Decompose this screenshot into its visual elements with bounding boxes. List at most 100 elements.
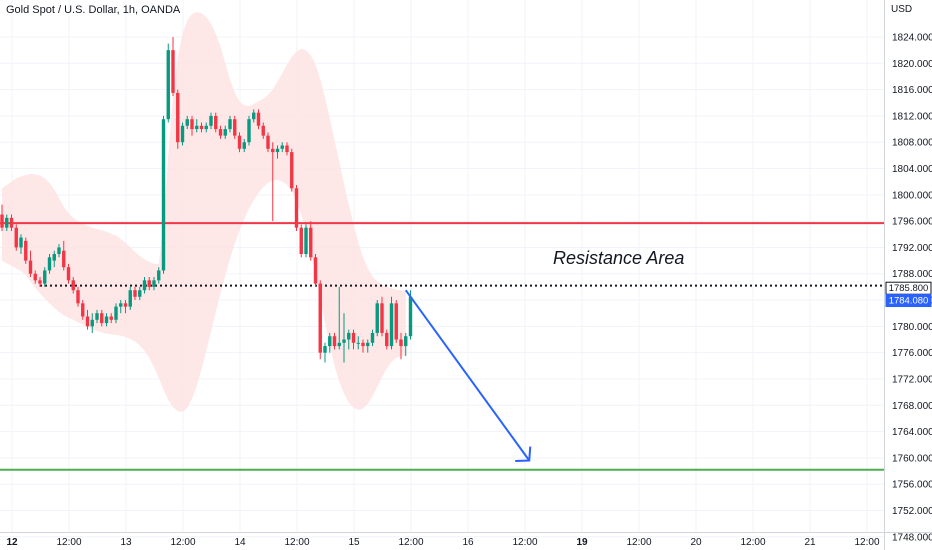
x-tick-label: 12 xyxy=(6,537,18,548)
x-tick-label: 21 xyxy=(804,537,816,548)
candle-body xyxy=(147,280,151,287)
candle-body xyxy=(318,283,322,353)
candle-body xyxy=(76,290,80,304)
candle-body xyxy=(180,125,185,143)
candle-body xyxy=(209,115,213,126)
arrow-head xyxy=(515,446,532,463)
candle-body xyxy=(366,342,370,347)
candle-body xyxy=(176,92,180,143)
x-tick-label: 12:00 xyxy=(170,537,195,548)
candle-body xyxy=(394,303,398,340)
candle-body xyxy=(138,290,142,297)
candle-body xyxy=(81,303,85,317)
x-tick-label: 12:00 xyxy=(398,537,423,548)
x-tick-label: 15 xyxy=(348,537,360,548)
candle-body xyxy=(385,332,389,347)
candle-body xyxy=(323,346,327,353)
candle-body xyxy=(114,306,118,320)
candle-body xyxy=(142,280,147,291)
y-tick-label: 1812.000 xyxy=(892,111,932,122)
y-tick-label: 1752.000 xyxy=(892,506,932,517)
candle-body xyxy=(275,148,280,153)
candle-body xyxy=(228,119,232,130)
y-tick-label: 1788.000 xyxy=(892,269,932,280)
price-label-text: 1785.800 xyxy=(889,283,929,294)
candle-body xyxy=(285,145,289,153)
candle-body xyxy=(332,336,337,347)
candle-body xyxy=(104,316,109,324)
candle-body xyxy=(57,247,61,255)
candle-body xyxy=(399,339,403,347)
candle-body xyxy=(294,188,299,228)
candle-body xyxy=(62,250,66,268)
candle-body xyxy=(185,119,189,126)
y-tick-label: 1800.000 xyxy=(892,190,932,201)
candle-body xyxy=(9,217,14,228)
bollinger-band xyxy=(2,12,406,412)
x-tick-label: 12:00 xyxy=(284,537,309,548)
candle-body xyxy=(152,280,156,287)
candle-body xyxy=(47,257,52,271)
x-tick-label: 13 xyxy=(120,537,132,548)
horizontal-lines xyxy=(0,222,884,471)
candle-body xyxy=(237,135,242,149)
candle-body xyxy=(247,119,251,143)
candle-body xyxy=(166,50,170,120)
candle-body xyxy=(19,237,23,248)
price-label-text: 1784.080 xyxy=(889,296,929,307)
candle-body xyxy=(52,254,56,261)
x-tick-label: 16 xyxy=(462,537,474,548)
candle-body xyxy=(299,227,303,255)
y-tick-label: 1748.000 xyxy=(892,532,932,543)
price-labels: 1785.800 1784.080 xyxy=(885,281,932,308)
candle-body xyxy=(328,336,332,347)
y-tick-label: 1808.000 xyxy=(892,138,932,149)
candle-body xyxy=(223,129,227,136)
candle-body xyxy=(266,135,270,149)
y-tick-label: 1760.000 xyxy=(892,453,932,464)
candle-body xyxy=(233,119,237,136)
candle-body xyxy=(24,240,28,261)
candle-body xyxy=(356,342,360,344)
candle-body xyxy=(190,119,194,130)
candle-body xyxy=(128,290,132,307)
candle-body xyxy=(309,227,313,258)
y-tick-label: 1816.000 xyxy=(892,85,932,96)
x-tick-label: 12:00 xyxy=(626,537,651,548)
candle-body xyxy=(33,273,37,281)
y-tick-label: 1756.000 xyxy=(892,480,932,491)
candle-body xyxy=(214,115,218,130)
candle-body xyxy=(71,280,75,291)
y-tick-label: 1820.000 xyxy=(892,59,932,70)
y-tick-label: 1792.000 xyxy=(892,243,932,254)
candle-body xyxy=(119,303,123,307)
candle-body xyxy=(157,270,161,281)
candle-body xyxy=(5,217,9,228)
x-axis-ticks: 12 12:00 13 12:00 14 12:00 15 12:00 16 12:00 19 12:… xyxy=(6,537,880,548)
candle-body xyxy=(195,125,199,130)
candle-body xyxy=(313,257,318,284)
x-tick-label: 19 xyxy=(576,537,588,548)
candle-body xyxy=(351,332,356,343)
y-tick-label: 1768.000 xyxy=(892,401,932,412)
candles xyxy=(0,37,413,363)
candle-body xyxy=(161,119,166,271)
candle-body xyxy=(290,152,294,189)
candle-body xyxy=(404,336,408,347)
candle-body xyxy=(218,129,223,136)
chart-title: Gold Spot / U.S. Dollar, 1h, OANDA xyxy=(6,4,181,16)
candle-body xyxy=(375,303,379,333)
candle-body xyxy=(109,316,113,320)
x-tick-label: 12:00 xyxy=(56,537,81,548)
y-tick-label: 1796.000 xyxy=(892,217,932,228)
candle-body xyxy=(342,339,346,343)
candle-body xyxy=(280,145,284,149)
x-tick-label: 20 xyxy=(690,537,702,548)
candle-body xyxy=(133,290,137,297)
x-tick-label: 12:00 xyxy=(512,537,537,548)
candle-body xyxy=(337,342,341,347)
candle-body xyxy=(95,313,99,320)
